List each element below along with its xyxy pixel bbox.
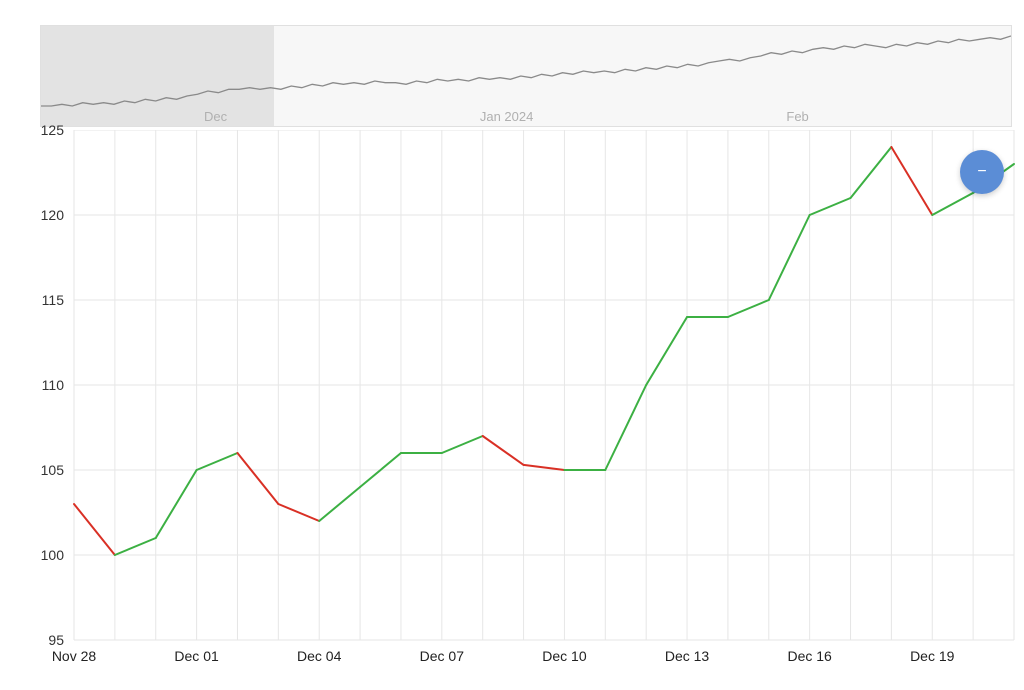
x-axis-tick-label: Dec 01 [174, 648, 218, 664]
x-axis-tick-label: Dec 16 [787, 648, 831, 664]
zoom-out-button[interactable]: − [960, 150, 1004, 194]
navigator-panel[interactable]: Dec Jan 2024 Feb [40, 25, 1012, 127]
y-axis-tick-label: 95 [0, 632, 64, 648]
navigator-tick-label: Jan 2024 [480, 109, 534, 124]
x-axis-tick-label: Dec 07 [420, 648, 464, 664]
x-axis-tick-label: Dec 19 [910, 648, 954, 664]
chart-container: Dec Jan 2024 Feb 95 100 105 110 115 120 125 Nov … [0, 0, 1024, 690]
x-axis-tick-label: Nov 28 [52, 648, 96, 664]
y-axis-tick-label: 120 [0, 207, 64, 223]
y-axis-tick-label: 100 [0, 547, 64, 563]
y-axis-tick-label: 115 [0, 292, 64, 308]
minus-icon: − [977, 164, 986, 180]
y-axis-tick-label: 125 [0, 122, 64, 138]
x-axis-tick-label: Dec 13 [665, 648, 709, 664]
main-chart-svg [0, 130, 1024, 690]
main-chart-area: 95100105110115120125 Nov 28Dec 01Dec 04D… [0, 130, 1024, 690]
y-axis-tick-label: 110 [0, 377, 64, 393]
navigator-tick-label: Dec [204, 109, 227, 124]
y-axis-tick-label: 105 [0, 462, 64, 478]
navigator-tick-label: Feb [786, 109, 808, 124]
x-axis-tick-label: Dec 04 [297, 648, 341, 664]
x-axis-tick-label: Dec 10 [542, 648, 586, 664]
